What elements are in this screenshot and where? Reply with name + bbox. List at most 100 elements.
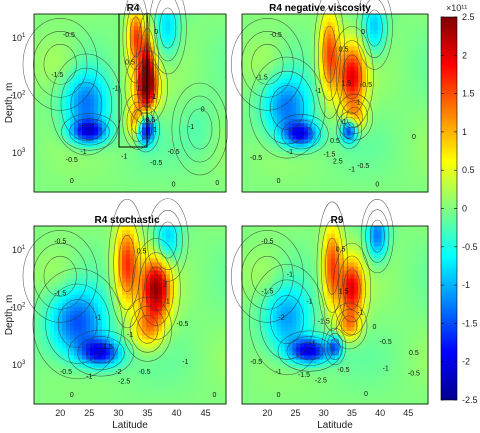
heatmap-cell — [338, 171, 344, 177]
heatmap-cell — [210, 107, 215, 112]
heatmap-cell — [284, 111, 290, 116]
heatmap-cell — [78, 355, 83, 361]
heatmap-cell — [198, 111, 203, 116]
heatmap-cell — [82, 383, 87, 389]
heatmap-cell — [214, 74, 219, 80]
heatmap-cell — [58, 302, 63, 308]
heatmap-cell — [261, 74, 266, 80]
heatmap-cell — [366, 50, 371, 56]
heatmap-cell — [366, 119, 371, 124]
heatmap-cell — [138, 30, 143, 35]
heatmap-cell — [222, 143, 227, 149]
heatmap-cell — [273, 50, 278, 56]
heatmap-cell — [331, 167, 336, 173]
heatmap-cell — [373, 123, 379, 128]
heatmap-cell — [319, 167, 324, 173]
heatmap-cell — [146, 78, 151, 84]
heatmap-cell — [174, 103, 179, 108]
heatmap-cell — [261, 135, 266, 141]
heatmap-cell — [424, 111, 429, 116]
heatmap-cell — [42, 171, 47, 177]
heatmap-cell — [50, 286, 55, 292]
heatmap-cell — [304, 26, 309, 31]
heatmap-cell — [34, 115, 39, 120]
heatmap-cell — [34, 315, 39, 320]
heatmap-cell — [214, 38, 219, 43]
heatmap-cell — [126, 123, 131, 128]
heatmap-cell — [194, 143, 199, 149]
heatmap-cell — [338, 139, 344, 145]
heatmap-cell — [62, 234, 67, 239]
heatmap-cell — [138, 139, 143, 145]
heatmap-cell — [54, 359, 59, 365]
heatmap-cell — [242, 167, 247, 173]
heatmap-cell — [38, 175, 43, 181]
heatmap-cell — [58, 119, 63, 124]
heatmap-cell — [408, 107, 414, 112]
heatmap-cell — [34, 298, 39, 304]
heatmap-cell — [346, 187, 352, 193]
heatmap-cell — [369, 18, 375, 23]
heatmap-cell — [78, 103, 83, 108]
heatmap-cell — [130, 123, 135, 128]
heatmap-cell — [222, 30, 227, 35]
heatmap-cell — [284, 135, 290, 141]
heatmap-cell — [50, 103, 55, 108]
heatmap-cell — [311, 171, 317, 177]
heatmap-cell — [315, 163, 321, 169]
heatmap-cell — [385, 147, 390, 153]
heatmap-cell — [38, 135, 43, 141]
heatmap-cell — [222, 107, 227, 112]
heatmap-cell — [50, 38, 55, 43]
heatmap-cell — [186, 151, 191, 157]
heatmap-cell — [78, 242, 83, 247]
heatmap-cell — [162, 135, 167, 141]
heatmap-cell — [182, 123, 187, 128]
heatmap-cell — [166, 115, 171, 120]
heatmap-cell — [358, 78, 363, 84]
heatmap-cell — [46, 391, 51, 397]
heatmap-cell — [362, 66, 367, 72]
heatmap-cell — [114, 22, 119, 27]
heatmap-cell — [38, 294, 43, 300]
heatmap-cell — [106, 179, 111, 185]
heatmap-cell — [194, 78, 199, 84]
heatmap-cell — [158, 187, 163, 193]
heatmap-cell — [70, 167, 75, 173]
heatmap-cell — [94, 54, 99, 60]
heatmap-cell — [273, 171, 278, 177]
heatmap-cell — [74, 250, 79, 255]
heatmap-cell — [174, 26, 179, 31]
heatmap-cell — [34, 163, 39, 169]
heatmap-cell — [354, 14, 359, 19]
heatmap-cell — [66, 155, 71, 161]
heatmap-cell — [74, 167, 79, 173]
heatmap-cell — [82, 34, 87, 39]
heatmap-cell — [249, 127, 255, 132]
heatmap-cell — [174, 62, 179, 68]
heatmap-cell — [206, 46, 211, 52]
heatmap-cell — [331, 111, 336, 116]
heatmap-cell — [166, 139, 171, 145]
heatmap-cell — [190, 107, 195, 112]
heatmap-cell — [130, 66, 135, 72]
heatmap-cell — [194, 90, 199, 96]
heatmap-cell — [34, 294, 39, 300]
heatmap-cell — [400, 98, 406, 104]
heatmap-cell — [54, 115, 59, 120]
heatmap-cell — [42, 98, 47, 104]
heatmap-cell — [146, 94, 151, 100]
heatmap-cell — [408, 119, 414, 124]
heatmap-cell — [307, 127, 313, 132]
heatmap-cell — [408, 98, 414, 104]
heatmap-cell — [342, 50, 348, 56]
heatmap-cell — [42, 155, 47, 161]
heatmap-cell — [54, 111, 59, 116]
heatmap-cell — [342, 78, 348, 84]
heatmap-cell — [90, 234, 95, 239]
heatmap-cell — [46, 270, 51, 276]
heatmap-cell — [218, 30, 223, 35]
heatmap-cell — [42, 367, 47, 373]
heatmap-cell — [284, 42, 290, 47]
heatmap-cell — [118, 147, 123, 153]
